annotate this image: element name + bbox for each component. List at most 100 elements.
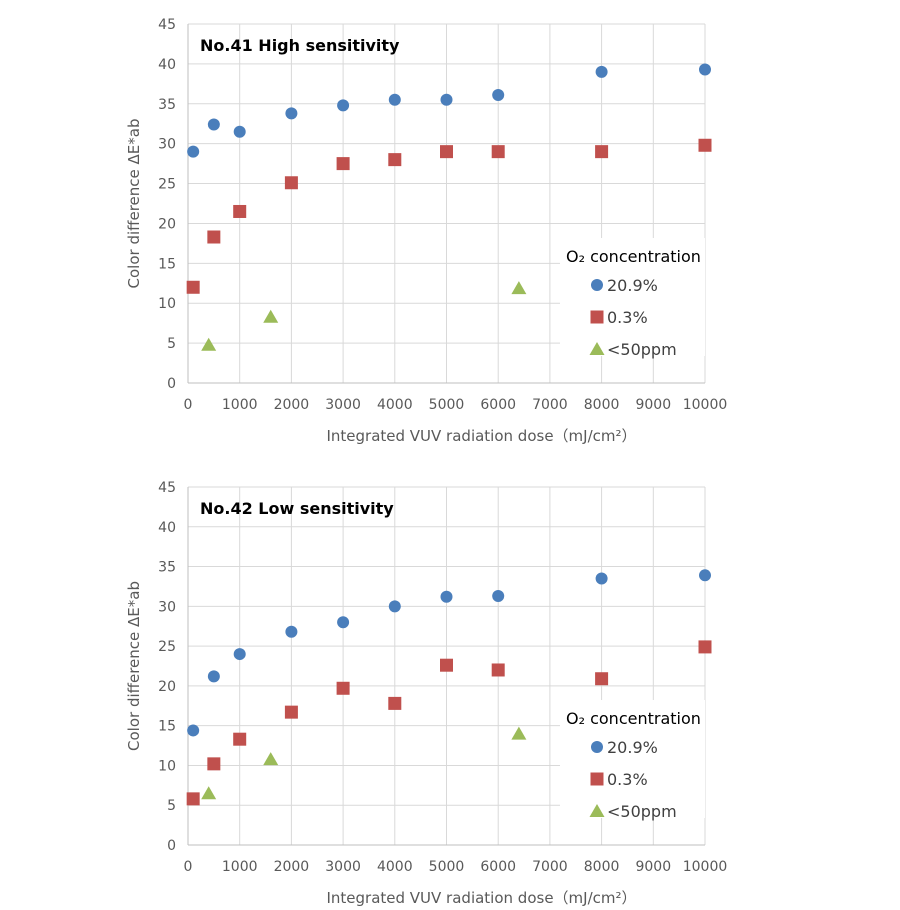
x-tick-label: 7000 [532, 859, 568, 875]
data-point-square [336, 681, 350, 695]
data-point-triangle [263, 309, 279, 323]
y-tick-label: 10 [158, 296, 176, 312]
data-point-circle [285, 107, 298, 120]
data-point-square [284, 176, 298, 190]
legend-label: 0.3% [607, 308, 648, 327]
data-point-triangle [201, 337, 217, 351]
data-point-square [207, 757, 221, 771]
data-point-circle [440, 590, 453, 603]
data-point-square [440, 658, 453, 672]
x-tick-label: 8000 [584, 859, 620, 875]
data-point-circle [492, 89, 505, 102]
legend-circle-icon [591, 741, 603, 753]
data-point-square [698, 640, 712, 654]
data-point-circle [233, 125, 246, 138]
data-point-triangle [511, 726, 527, 740]
y-tick-label: 20 [158, 216, 176, 232]
data-point-circle [699, 63, 711, 76]
data-point-circle [699, 569, 711, 582]
data-point-circle [207, 670, 220, 683]
chart-title: No.41 High sensitivity [200, 36, 400, 55]
data-point-square [698, 138, 712, 152]
y-tick-label: 45 [158, 480, 176, 496]
x-tick-label: 2000 [274, 859, 310, 875]
x-tick-label: 8000 [584, 397, 620, 413]
data-point-circle [187, 145, 200, 158]
y-tick-label: 15 [158, 256, 176, 272]
x-tick-label: 10000 [683, 859, 728, 875]
data-point-circle [388, 600, 401, 613]
y-tick-label: 30 [158, 599, 176, 615]
y-tick-label: 10 [158, 758, 176, 774]
legend-box [560, 700, 705, 818]
x-tick-label: 1000 [222, 397, 258, 413]
data-point-triangle [511, 281, 527, 295]
data-point-square [595, 672, 609, 686]
data-point-square [336, 157, 350, 171]
data-point-square [491, 145, 505, 159]
legend-circle-icon [591, 279, 603, 291]
data-point-circle [337, 616, 350, 629]
chart-1: 0 5 10 15 20 25 30 35 40 45 0 1000 2000 3000 4000 5000 6… [125, 17, 727, 445]
data-point-circle [492, 589, 505, 602]
y-tick-label: 20 [158, 679, 176, 695]
x-tick-label: 0 [184, 397, 193, 413]
y-tick-label: 30 [158, 137, 176, 153]
x-tick-label: 2000 [274, 397, 310, 413]
y-axis-title: Color difference ΔE*ab [125, 119, 143, 289]
data-point-square [440, 145, 453, 159]
x-tick-label: 6000 [480, 397, 516, 413]
y-tick-label: 40 [158, 520, 176, 536]
data-point-circle [285, 625, 298, 638]
data-point-circle [337, 99, 350, 112]
y-tick-label: 35 [158, 97, 176, 113]
legend-title: O₂ concentration [566, 709, 701, 728]
y-tick-label: 25 [158, 639, 176, 655]
y-tick-label: 5 [167, 336, 176, 352]
x-tick-label: 5000 [429, 397, 465, 413]
y-tick-label: 15 [158, 719, 176, 735]
legend-label: 20.9% [607, 738, 658, 757]
series-circle [187, 569, 711, 737]
x-tick-label: 0 [184, 859, 193, 875]
legend-triangle-icon [589, 342, 605, 355]
data-point-square [233, 204, 247, 218]
series-square [186, 640, 712, 806]
x-tick-label: 3000 [325, 859, 361, 875]
x-tick-label: 6000 [480, 859, 516, 875]
data-point-circle [187, 724, 200, 737]
legend-box [560, 238, 705, 356]
x-axis-title: Integrated VUV radiation dose（mJ/cm²） [326, 889, 636, 907]
data-point-circle [440, 93, 453, 106]
data-point-circle [233, 648, 246, 661]
legend-label: 0.3% [607, 770, 648, 789]
data-point-square [233, 732, 247, 746]
legend-square-icon [590, 772, 604, 786]
data-point-square [388, 153, 402, 167]
chart-2: 0 5 10 15 20 25 30 35 40 45 0 1000 2000 3000 4000 5000 6… [125, 480, 727, 907]
data-point-circle [595, 65, 608, 78]
x-tick-label: 1000 [222, 859, 258, 875]
legend: O₂ concentration 20.9% 0.3% <50ppm [560, 700, 705, 821]
x-tick-label: 7000 [532, 397, 568, 413]
legend-square-icon [590, 310, 604, 324]
y-tick-label: 40 [158, 57, 176, 73]
y-tick-label: 25 [158, 177, 176, 193]
series-triangle [201, 726, 527, 800]
chart-title: No.42 Low sensitivity [200, 499, 394, 518]
x-tick-label: 5000 [429, 859, 465, 875]
data-point-square [186, 280, 200, 294]
series-circle [187, 63, 711, 158]
legend-triangle-icon [589, 804, 605, 817]
data-point-square [595, 145, 609, 159]
legend-label: 20.9% [607, 276, 658, 295]
x-tick-label: 3000 [325, 397, 361, 413]
x-tick-label: 4000 [377, 397, 413, 413]
data-point-square [207, 230, 221, 244]
data-point-square [186, 792, 200, 806]
data-point-circle [388, 93, 401, 106]
x-tick-label: 9000 [635, 397, 671, 413]
y-axis-title: Color difference ΔE*ab [125, 581, 143, 751]
y-tick-label: 5 [167, 798, 176, 814]
data-point-triangle [263, 752, 279, 766]
